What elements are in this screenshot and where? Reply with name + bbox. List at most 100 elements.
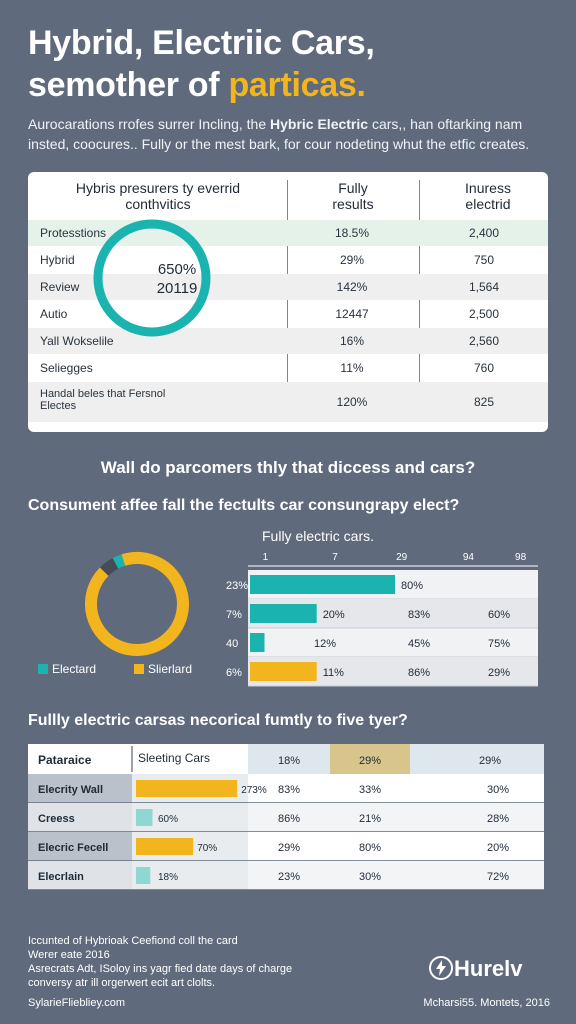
summary-row: Yall Wokselile 16% 2,560 [28,328,548,354]
summary-row: Handal beles that Fersnol Electes 120% 8… [28,382,548,422]
progress-ring-sub: 20119 [156,280,198,297]
bar-chart-title: Fully electric cars. [262,528,375,544]
bar-category-label: 23% [226,580,248,592]
intro-post: cars,, han oftarking nam insted, coocure… [28,116,530,152]
table-cell-value: 20% [487,842,509,854]
table-bar-label: 60% [158,814,178,825]
row-value-1: 11% [340,361,364,375]
row-label: Protesstions [40,226,107,240]
table-row-label: Elecrlain [38,871,84,883]
legend-label: Slierlard [148,662,193,676]
table-cell-value: 83% [278,784,300,796]
table-data-cell [248,832,544,861]
table-header-label: Pataraice [38,753,92,767]
row-label: Yall Wokselile [40,334,114,348]
table-bar [136,780,238,797]
table-bar [136,838,194,855]
summary-row: Autio 12447 2,500 [28,301,548,327]
footer-line-4: conversy atr ill orgerwert ecit art clol… [28,977,216,989]
row-value-2: 2,400 [468,226,500,240]
summary-row: Review 142% 1,564 [28,274,548,300]
table-data-cell [248,861,544,890]
bar-value-label: 20% [323,609,345,621]
table-row-label: Elecric Fecell [38,842,108,854]
bar-value-label: 83% [408,609,430,621]
bar-value-label: 80% [401,580,423,592]
table-header-cell [330,744,410,774]
table-row-label-cell [28,803,132,832]
legend-swatch [38,664,48,674]
row-value-1: 12447 [335,307,369,321]
table-cell-value: 29% [278,842,300,854]
x-tick-label: 94 [463,552,475,563]
row-value-2: 2,560 [468,334,500,348]
intro-pre: Aurocarations rrofes surrer Incling, the [28,116,270,132]
row-label: Seliegges [40,361,93,375]
row-value-2: 760 [473,361,495,375]
title-line-2: semother of particas. [28,64,558,106]
row-label: Review [40,280,80,294]
table-row-label: Elecrity Wall [38,784,103,796]
comparison-table-cells: Pataraice Sleeting Cars 18% 29% 29% Elecrity … [28,744,544,891]
table-row-label-cell [28,861,132,890]
row-value-2: 1,564 [468,280,500,294]
x-tick-label: 98 [515,552,527,563]
row-label: Hybrid [40,253,75,267]
bar-value-label: 75% [488,638,510,650]
row-value-1: 29% [339,253,365,267]
progress-ring-arc [93,219,211,337]
table-cell-value: 86% [278,813,300,825]
progress-ring [93,219,211,337]
table-header-cell [28,744,132,774]
bar-value-label: 11% [323,667,344,679]
table-header-label: 18% [278,755,300,767]
summary-row: Hybrid 29% 750 [28,247,548,273]
table-row-label: Creess [38,813,75,825]
table-header-label: Sleeting Cars [138,751,210,765]
comparison-table: Pataraice Sleeting Cars 18% 29% 29% Elecrity … [28,744,544,891]
table-cell-value: 72% [487,871,509,883]
table-cell-value: 28% [487,813,509,825]
bar-value-label: 60% [488,609,510,621]
x-tick-label: 29 [396,552,408,563]
row-value-1: 16% [339,334,365,348]
page-title: Hybrid, Electriic Cars, semother of part… [28,22,558,106]
progress-ring-value: 650% [157,261,197,278]
row-value-1: 142% [336,280,368,294]
summary-header-col-1: Fully results [332,180,374,212]
summary-header-col-0: Hybris presurers ty everrid conthvitics [75,180,241,212]
bar-value-label: 29% [488,667,510,679]
summary-row: Seliegges 11% 760 [28,355,548,381]
table-cell-value: 21% [359,813,381,825]
table-header-cell [248,744,330,774]
table-bar [136,867,151,884]
table-header-label: 29% [479,755,501,767]
donut-chart [85,552,189,656]
table-row-label-cell [28,832,132,861]
bar [250,662,317,681]
row-label: Autio [40,307,68,321]
donut-slice-1 [85,552,189,656]
title-highlight: particas. [228,66,366,104]
title-line-2-prefix: semother of [28,66,229,104]
footer-line-2: Werer eate 2016 [28,949,110,961]
row-value-2: 825 [473,395,495,409]
row-label: Handal beles that Fersnol Electes [40,388,166,412]
bar-category-label: 7% [226,609,242,621]
summary-table: Hybris presurers ty everrid conthvitics … [28,172,548,432]
section-question-2: Consument affee fall the fectults car co… [28,497,460,514]
table-cell-value: 30% [359,871,381,883]
table-cell-value: 30% [487,784,509,796]
section-question-1: Wall do parcomers thly that diccess and … [100,458,476,477]
intro-bold: Hybric Electric [270,116,369,132]
row-value-2: 750 [473,253,495,267]
row-value-1: 120% [336,395,368,409]
legend-swatch [134,664,144,674]
bar-value-label: 45% [408,638,430,650]
donut-legend-item: Slierlard [134,662,192,676]
donut-slice-0 [85,552,189,656]
donut-legend-item: Electard [38,662,96,676]
bar-chart: 1 7 29 94 98 23% 80% 7% 20% 83% 60% 40 12% 45% 75% 6% 11… [226,552,538,687]
x-tick-label: 7 [332,552,338,563]
table-header-cell [132,744,248,774]
